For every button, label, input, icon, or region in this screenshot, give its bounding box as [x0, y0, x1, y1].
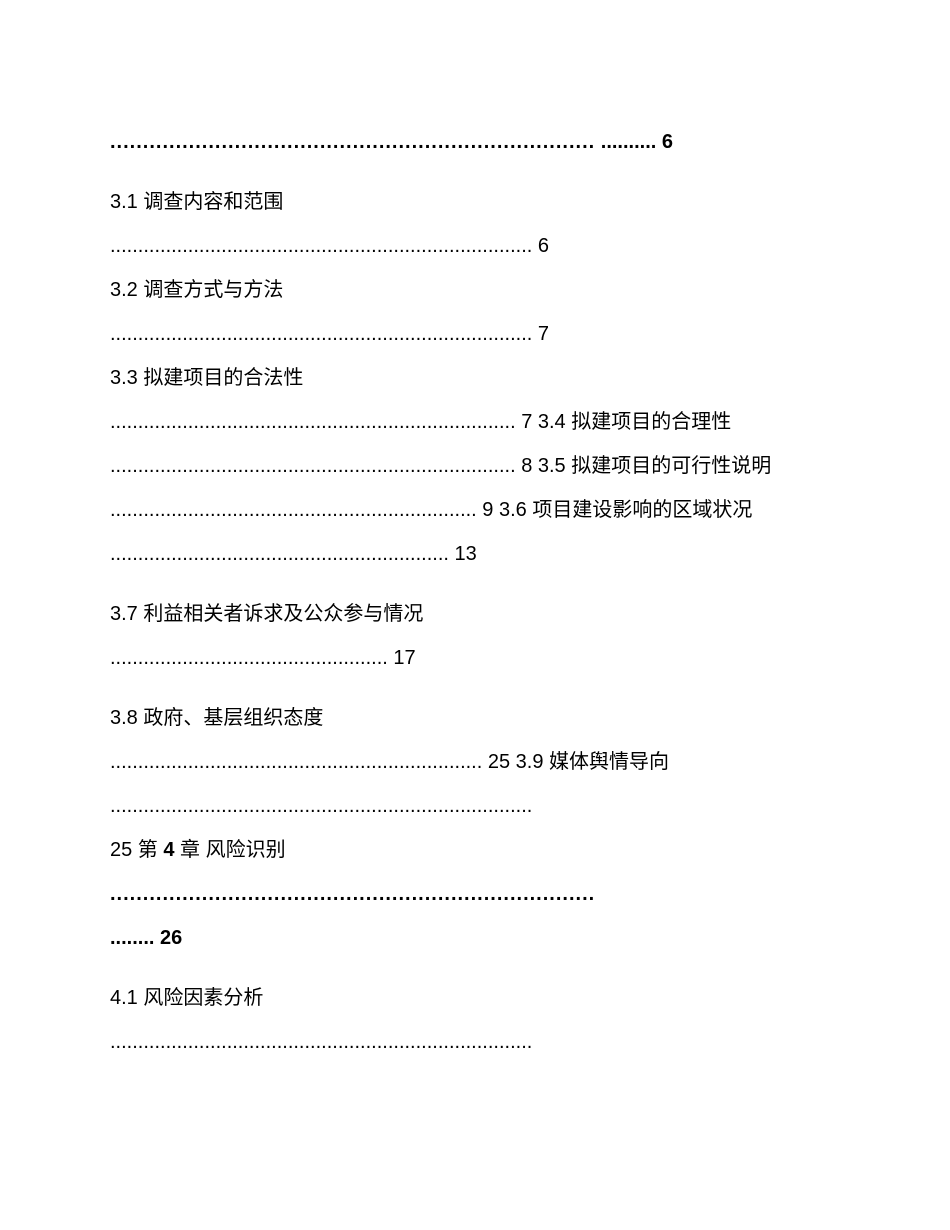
toc-entry-3-2-dots: ........................................… [110, 312, 840, 356]
chapter-4-number: 4 [163, 839, 174, 861]
toc-entry-3-1-to-3-6: 3.1 调查内容和范围 ............................… [110, 180, 840, 576]
toc-entry-3-9-dots-prefix: ........................................… [110, 795, 532, 817]
toc-entry-4-1: 4.1 风险因素分析 .............................… [110, 976, 840, 1064]
toc-chapter-leader: ........................................… [110, 120, 840, 164]
toc-entry-3-8-to-chapter4: 3.8 政府、基层组织态度 ..........................… [110, 696, 840, 960]
toc-entry-3-7: 3.7 利益相关者诉求及公众参与情况 .....................… [110, 592, 840, 680]
table-of-contents: ........................................… [110, 120, 840, 1064]
toc-entry-3-8-dots-3-9: ........................................… [110, 740, 840, 784]
toc-entry-3-9-page-and-ch4-part1: 25 第 [110, 839, 163, 861]
chapter-dots-suffix: .......... 6 [601, 131, 673, 153]
toc-entry-3-2-title: 3.2 调查方式与方法 [110, 268, 840, 312]
toc-entry-3-1-dots: ........................................… [110, 224, 840, 268]
toc-entry-3-5-dots-3-6: ........................................… [110, 488, 840, 532]
toc-entry-3-3-dots-3-4: ........................................… [110, 400, 840, 444]
chapter-4-dots-suffix: ........ 26 [110, 916, 840, 960]
toc-entry-3-9-dots-line: ........................................… [110, 784, 840, 828]
toc-entry-3-6-dots: ........................................… [110, 532, 840, 576]
toc-entry-chapter4-inline: 25 第 4 章 风险识别 [110, 828, 840, 872]
chapter-dots-prefix: ........................................… [110, 131, 595, 153]
toc-entry-3-8-title: 3.8 政府、基层组织态度 [110, 696, 840, 740]
toc-entry-3-7-title: 3.7 利益相关者诉求及公众参与情况 [110, 592, 840, 636]
toc-entry-3-1-title: 3.1 调查内容和范围 [110, 180, 840, 224]
toc-entry-4-1-title: 4.1 风险因素分析 [110, 976, 840, 1020]
chapter-4-dots-prefix: ........................................… [110, 872, 840, 916]
toc-entry-3-4-dots-3-5: ........................................… [110, 444, 840, 488]
chapter-4-text: 章 风险识别 [174, 839, 285, 861]
toc-entry-4-1-dots: ........................................… [110, 1020, 840, 1064]
toc-entry-3-3-title: 3.3 拟建项目的合法性 [110, 356, 840, 400]
toc-entry-3-7-dots: ........................................… [110, 636, 840, 680]
